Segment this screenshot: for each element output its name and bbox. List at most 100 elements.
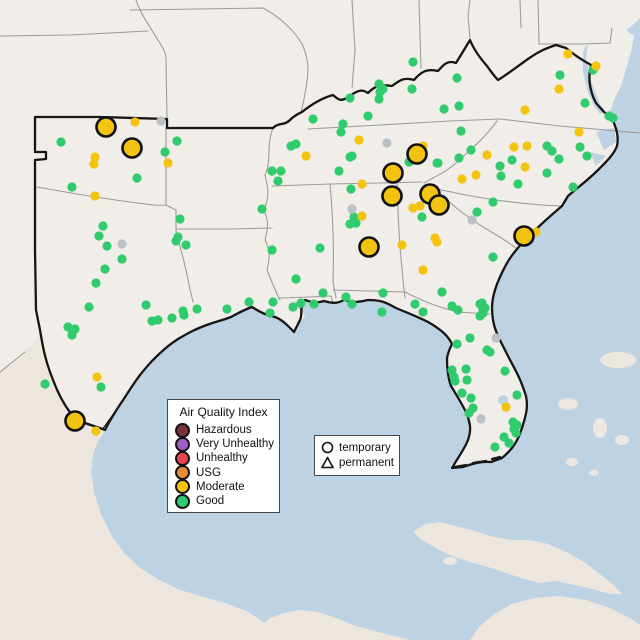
station-good <box>172 136 182 146</box>
station-good <box>452 73 462 83</box>
station-moderate <box>415 201 425 211</box>
station-good <box>291 139 301 149</box>
station-good <box>407 84 417 94</box>
station-temporary-moderate <box>382 162 404 184</box>
station-temporary-moderate <box>381 185 403 207</box>
station-good <box>464 408 474 418</box>
station-good <box>132 173 142 183</box>
aqi-legend-item-unhealthy: Unhealthy <box>168 450 279 466</box>
station-moderate <box>92 372 102 382</box>
station-good <box>181 240 191 250</box>
station-no-data <box>347 204 357 214</box>
station-moderate <box>354 135 364 145</box>
station-good <box>580 98 590 108</box>
station-good <box>175 214 185 224</box>
station-good <box>141 300 151 310</box>
station-good <box>276 166 286 176</box>
station-good <box>160 147 170 157</box>
station-good <box>575 142 585 152</box>
station-good <box>267 166 277 176</box>
station-good <box>454 101 464 111</box>
station-moderate <box>520 162 530 172</box>
station-good <box>511 428 521 438</box>
station-good <box>318 288 328 298</box>
station-moderate <box>520 105 530 115</box>
station-good <box>153 315 163 325</box>
station-good <box>291 274 301 284</box>
station-good <box>56 137 66 147</box>
station-good <box>345 219 355 229</box>
station-moderate <box>482 150 492 160</box>
station-good <box>91 278 101 288</box>
station-good <box>437 287 447 297</box>
station-good <box>102 241 112 251</box>
station-good <box>488 197 498 207</box>
station-moderate <box>418 265 428 275</box>
station-moderate <box>89 159 99 169</box>
station-good <box>466 393 476 403</box>
station-good <box>244 297 254 307</box>
station-good <box>179 310 189 320</box>
stations-layer <box>40 49 618 452</box>
station-moderate <box>574 127 584 137</box>
station-good <box>267 245 277 255</box>
station-good <box>67 182 77 192</box>
aqi-legend-item-very-unhealthy: Very Unhealthy <box>168 436 279 452</box>
station-good <box>315 243 325 253</box>
station-good <box>454 153 464 163</box>
station-good <box>338 119 348 129</box>
station-good <box>447 365 457 375</box>
florida-keys <box>453 455 502 469</box>
station-moderate <box>357 211 367 221</box>
station-moderate <box>408 203 418 213</box>
station-good <box>40 379 50 389</box>
station-good <box>439 104 449 114</box>
station-good <box>490 442 500 452</box>
hazardous-marker-icon <box>175 422 190 438</box>
station-good <box>265 308 275 318</box>
station-moderate <box>522 141 532 151</box>
station-good <box>462 375 472 385</box>
circle-icon <box>321 441 334 454</box>
moderate-marker-icon <box>175 479 190 495</box>
station-good <box>453 305 463 315</box>
station-good <box>465 333 475 343</box>
station-good <box>608 113 618 123</box>
station-good <box>466 145 476 155</box>
station-good <box>512 390 522 400</box>
station-good <box>222 304 232 314</box>
station-good <box>100 264 110 274</box>
bahamas-islands <box>558 352 636 476</box>
aqi-legend-title: Air Quality Index <box>179 405 268 419</box>
unhealthy-marker-icon <box>175 450 190 466</box>
station-good <box>347 299 357 309</box>
station-no-data <box>382 138 392 148</box>
station-good <box>346 184 356 194</box>
station-good <box>308 114 318 124</box>
station-good <box>554 154 564 164</box>
good-marker-icon <box>175 493 190 509</box>
station-moderate <box>301 151 311 161</box>
station-moderate <box>357 179 367 189</box>
station-temporary-moderate <box>358 236 380 258</box>
station-moderate <box>397 240 407 250</box>
station-good <box>63 322 73 332</box>
station-moderate <box>563 49 573 59</box>
station-good <box>461 364 471 374</box>
station-good <box>457 388 467 398</box>
station-good <box>478 308 488 318</box>
station-temporary-moderate <box>64 410 86 432</box>
station-good <box>309 299 319 309</box>
triangle-icon <box>321 456 334 469</box>
station-temporary-moderate <box>428 194 450 216</box>
aqi-legend: Air Quality Index Hazardous Very Unhealt… <box>167 399 280 513</box>
station-good <box>450 376 460 386</box>
station-good <box>488 252 498 262</box>
station-no-data <box>117 239 127 249</box>
station-type-legend: temporary permanent <box>314 435 400 476</box>
aqi-legend-item-good: Good <box>168 493 279 509</box>
usg-marker-icon <box>175 465 190 481</box>
station-good <box>84 302 94 312</box>
station-no-data <box>476 414 486 424</box>
